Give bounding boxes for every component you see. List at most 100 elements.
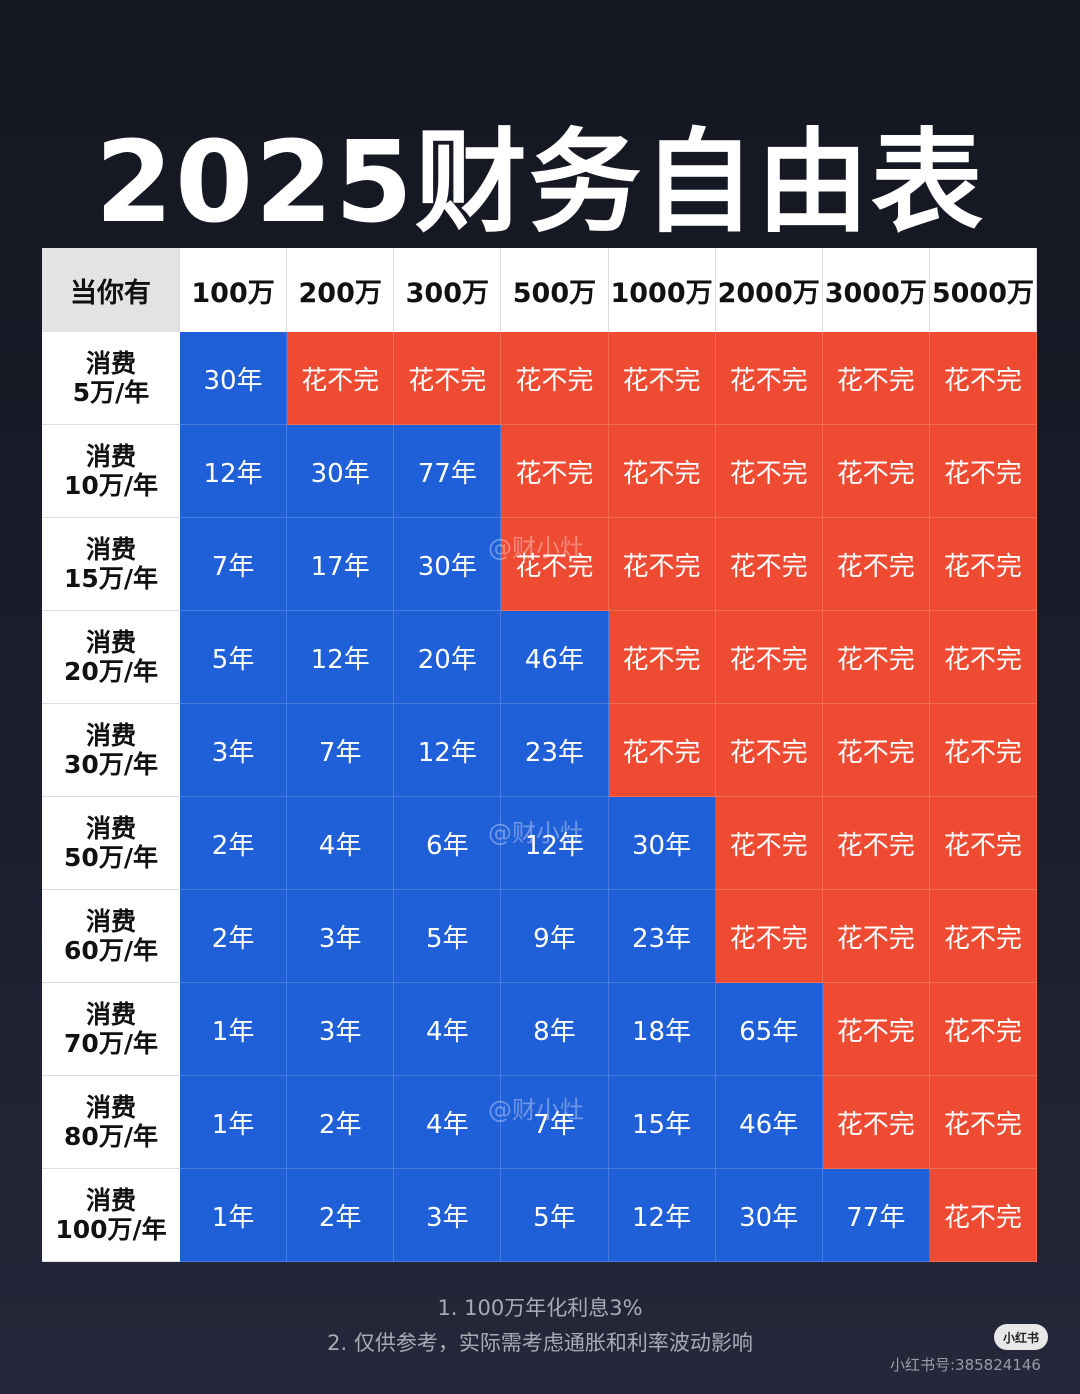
column-header: 100万: [180, 248, 288, 332]
data-cell: 花不完: [715, 797, 823, 890]
data-cell: 花不完: [715, 611, 823, 704]
data-cell: 30年: [394, 518, 502, 611]
data-cell: 花不完: [929, 1076, 1037, 1169]
data-cell: 18年: [608, 983, 716, 1076]
row-label-line: 50万/年: [64, 843, 158, 872]
table: 当你有 100万 200万 300万 500万 1000万 2000万 3000万 5000万消…: [42, 248, 1037, 1262]
data-cell: 花不完: [929, 704, 1037, 797]
data-cell: 4年: [394, 1076, 502, 1169]
data-cell: 花不完: [501, 332, 609, 425]
data-cell: 花不完: [715, 332, 823, 425]
data-cell: 5年: [180, 611, 288, 704]
data-cell: 1年: [180, 1076, 288, 1169]
row-label-line: 100万/年: [55, 1215, 167, 1244]
column-header: 5000万: [929, 248, 1037, 332]
row-label-line: 消费: [85, 907, 136, 936]
data-cell: 12年: [180, 425, 288, 518]
data-cell: 20年: [394, 611, 502, 704]
data-cell: 花不完: [715, 425, 823, 518]
row-label-line: 20万/年: [64, 657, 158, 686]
data-cell: 花不完: [822, 1076, 930, 1169]
data-cell: 花不完: [929, 890, 1037, 983]
row-label: 消费 30万/年: [42, 704, 180, 797]
row-label-line: 消费: [85, 1093, 136, 1122]
data-cell: 46年: [501, 611, 609, 704]
data-cell: 花不完: [608, 518, 716, 611]
row-label-line: 消费: [85, 349, 136, 378]
data-cell: 17年: [287, 518, 395, 611]
data-cell: 花不完: [929, 797, 1037, 890]
row-label: 消费 20万/年: [42, 611, 180, 704]
data-cell: 2年: [180, 797, 288, 890]
data-cell: 花不完: [822, 797, 930, 890]
data-cell: 花不完: [929, 611, 1037, 704]
data-cell: 5年: [394, 890, 502, 983]
row-label-line: 60万/年: [64, 936, 158, 965]
data-cell: 12年: [608, 1169, 716, 1262]
row-label-line: 80万/年: [64, 1122, 158, 1151]
row-label-line: 5万/年: [72, 378, 150, 407]
data-cell: 花不完: [608, 425, 716, 518]
note: 2. 仅供参考，实际需考虑通胀和利率波动影响: [327, 1331, 753, 1355]
watermark: @财小灶: [488, 819, 584, 847]
data-cell: 花不完: [715, 518, 823, 611]
row-label: 消费 10万/年: [42, 425, 180, 518]
data-cell: 花不完: [608, 704, 716, 797]
row-label: 消费 15万/年: [42, 518, 180, 611]
data-cell: 12年: [287, 611, 395, 704]
row-label-line: 消费: [85, 814, 136, 843]
data-cell: 7年: [180, 518, 288, 611]
column-header: 500万: [501, 248, 609, 332]
data-cell: 花不完: [608, 611, 716, 704]
data-cell: 1年: [180, 1169, 288, 1262]
row-label-line: 消费: [85, 721, 136, 750]
row-label-line: 消费: [85, 442, 136, 471]
row-label: 消费 100万/年: [42, 1169, 180, 1262]
row-label-line: 消费: [85, 1186, 136, 1215]
data-cell: 2年: [287, 1076, 395, 1169]
data-cell: 7年: [287, 704, 395, 797]
data-cell: 23年: [608, 890, 716, 983]
data-cell: 花不完: [394, 332, 502, 425]
row-label: 消费 80万/年: [42, 1076, 180, 1169]
data-cell: 2年: [287, 1169, 395, 1262]
data-cell: 4年: [394, 983, 502, 1076]
data-cell: 12年: [394, 704, 502, 797]
data-cell: 77年: [822, 1169, 930, 1262]
data-cell: 花不完: [501, 518, 609, 611]
data-cell: 花不完: [822, 518, 930, 611]
column-header: 300万: [394, 248, 502, 332]
row-label-line: 消费: [85, 1000, 136, 1029]
data-cell: 9年: [501, 890, 609, 983]
row-label: 消费 5万/年: [42, 332, 180, 425]
data-cell: 花不完: [822, 332, 930, 425]
column-header: 1000万: [608, 248, 716, 332]
corner-cell: 当你有: [42, 248, 180, 332]
data-cell: 46年: [715, 1076, 823, 1169]
row-label-line: 15万/年: [64, 564, 158, 593]
column-header: 2000万: [715, 248, 823, 332]
title: 2025财务自由表: [95, 118, 985, 248]
row-label: 消费 70万/年: [42, 983, 180, 1076]
data-cell: 3年: [180, 704, 288, 797]
row-label-line: 消费: [85, 628, 136, 657]
row-label: 消费 50万/年: [42, 797, 180, 890]
data-cell: 30年: [608, 797, 716, 890]
data-cell: 花不完: [929, 425, 1037, 518]
data-cell: 4年: [287, 797, 395, 890]
data-cell: 6年: [394, 797, 502, 890]
data-cell: 30年: [180, 332, 288, 425]
data-cell: 1年: [180, 983, 288, 1076]
column-header: 200万: [287, 248, 395, 332]
data-cell: 花不完: [822, 611, 930, 704]
data-cell: 77年: [394, 425, 502, 518]
badge: 小红书: [994, 1324, 1048, 1350]
data-cell: 花不完: [715, 704, 823, 797]
row-label-line: 10万/年: [64, 471, 158, 500]
data-cell: 花不完: [929, 1169, 1037, 1262]
data-cell: 23年: [501, 704, 609, 797]
data-cell: 花不完: [822, 425, 930, 518]
data-cell: 花不完: [608, 332, 716, 425]
data-cell: 3年: [394, 1169, 502, 1262]
